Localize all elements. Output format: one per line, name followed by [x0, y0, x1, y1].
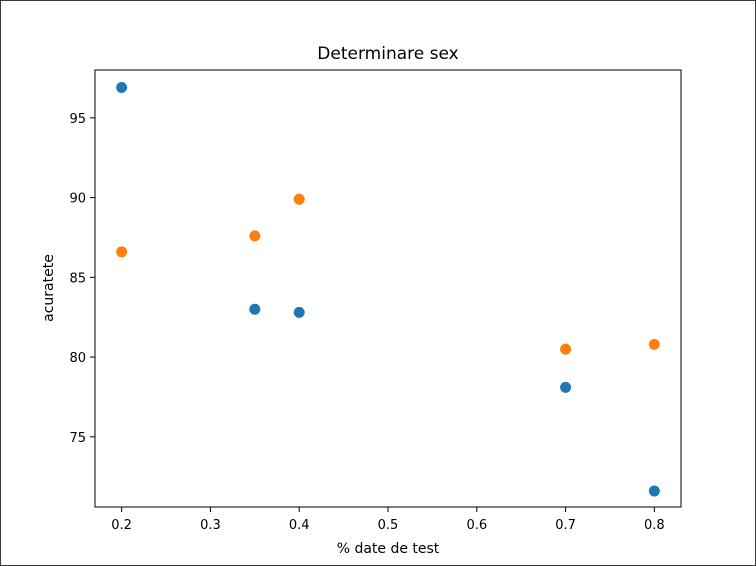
y-tick-label: 75 [69, 431, 86, 446]
y-tick-label: 95 [69, 112, 86, 127]
data-point-series-1 [116, 82, 128, 94]
chart-title: Determinare sex [317, 44, 458, 64]
data-point-series-1 [293, 306, 305, 318]
x-axis: 0.2 0.3 0.4 0.5 0.6 0.7 0.8 [111, 507, 665, 533]
x-tick-label: 0.8 [644, 518, 665, 533]
data-point-series-2 [648, 338, 660, 350]
data-point-series-1 [249, 303, 261, 315]
y-tick-label: 90 [69, 192, 86, 207]
data-point-series-2 [249, 230, 261, 242]
data-point-series-2 [293, 193, 305, 205]
data-point-series-2 [116, 246, 128, 258]
x-tick-label: 0.7 [555, 518, 576, 533]
data-points [116, 82, 660, 497]
x-tick-label: 0.2 [111, 518, 132, 533]
x-tick-label: 0.5 [378, 518, 399, 533]
y-axis-label: acuratete [41, 254, 57, 322]
data-point-series-2 [560, 343, 572, 355]
y-tick-label: 80 [69, 351, 86, 366]
y-axis: 75 80 85 90 95 [69, 112, 95, 446]
plot-area [94, 69, 682, 508]
x-tick-label: 0.3 [200, 518, 221, 533]
x-tick-label: 0.4 [289, 518, 310, 533]
y-tick-label: 85 [69, 271, 86, 286]
data-point-series-1 [648, 485, 660, 497]
data-point-series-1 [560, 381, 572, 393]
x-axis-label: % date de test [337, 541, 440, 557]
x-tick-label: 0.6 [466, 518, 487, 533]
